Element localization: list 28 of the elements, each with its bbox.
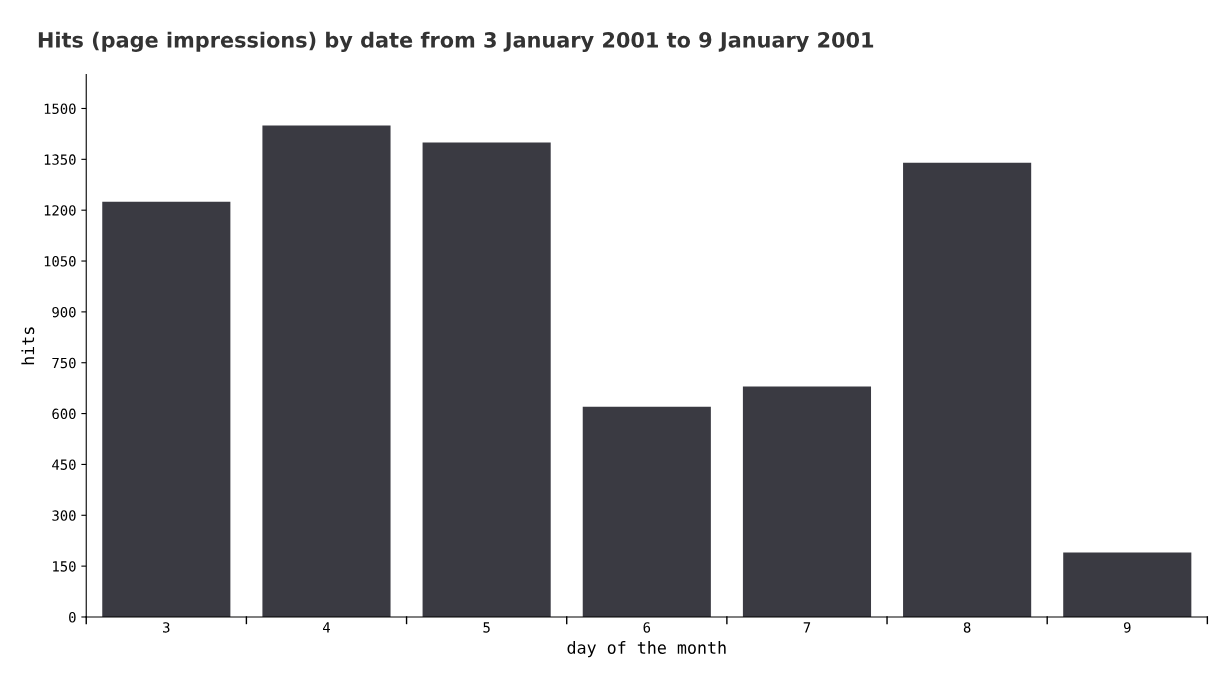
- bar: [742, 386, 872, 617]
- x-tick-label: 9: [1123, 622, 1131, 633]
- x-tick-label: 3: [163, 622, 170, 633]
- y-tick-label: 900: [52, 306, 76, 318]
- x-tick-label: 5: [483, 622, 490, 633]
- y-tick-label: 450: [52, 459, 76, 470]
- bar: [262, 125, 391, 617]
- bar: [102, 201, 231, 617]
- bar: [582, 406, 711, 617]
- y-tick-label: 1200: [44, 205, 76, 216]
- bar: [422, 142, 551, 617]
- x-tick-label: 4: [322, 622, 330, 633]
- x-tick-label: 7: [803, 622, 811, 633]
- y-tick-label: 750: [52, 357, 76, 369]
- y-tick-label: 1350: [44, 154, 76, 165]
- y-tick-label: 300: [52, 510, 76, 521]
- y-tick-label: 1050: [44, 256, 76, 267]
- y-tick-label: 1500: [44, 103, 76, 114]
- bar: [903, 162, 1032, 617]
- y-axis-title: hits: [21, 327, 35, 365]
- y-tick-label: 150: [53, 561, 76, 572]
- y-tick-label: 0: [69, 611, 76, 623]
- chart-title: Hits (page impressions) by date from 3 January 2001 to 9 January 2001: [38, 31, 874, 52]
- bar: [1063, 552, 1192, 617]
- x-axis-title: day of the month: [567, 641, 726, 658]
- x-tick-label: 6: [643, 622, 651, 633]
- y-tick-label: 600: [52, 408, 76, 420]
- x-tick-label: 8: [963, 622, 971, 633]
